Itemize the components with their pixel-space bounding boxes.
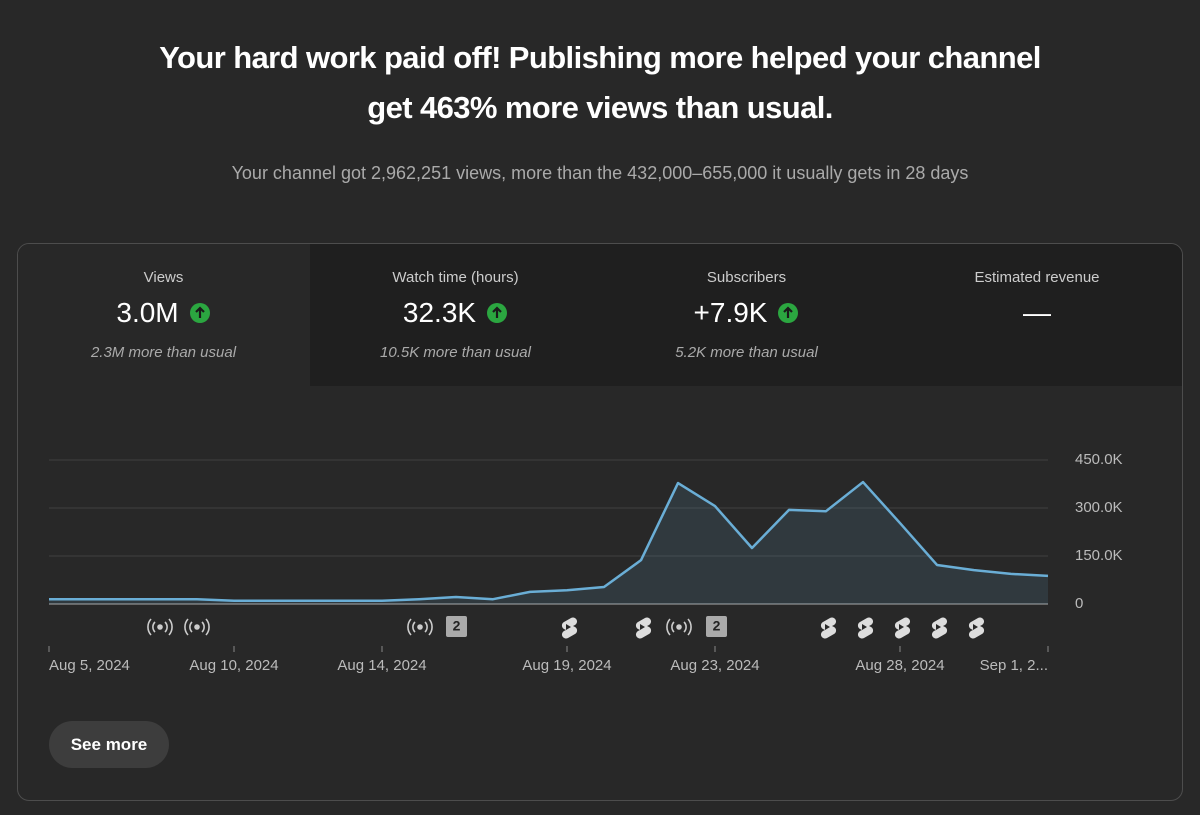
- metric-value-row: 32.3K: [310, 297, 601, 329]
- metric-label: Watch time (hours): [392, 269, 519, 286]
- shorts-play: [825, 624, 830, 630]
- x-tick-label: Aug 5, 2024: [49, 657, 130, 674]
- subtitle: Your channel got 2,962,251 views, more t…: [231, 163, 969, 183]
- shorts-icon: [857, 617, 874, 639]
- up-icon: [189, 303, 210, 323]
- y-tick-label: 0: [1075, 595, 1083, 612]
- shorts-play: [566, 624, 571, 630]
- shorts-icon: [820, 617, 837, 639]
- metric-label: Subscribers: [706, 269, 787, 286]
- shorts-icon: [561, 617, 578, 639]
- shorts-icon: [968, 617, 985, 639]
- x-tick-label: Aug 23, 2024: [670, 657, 759, 674]
- x-tick-label: Aug 19, 2024: [522, 657, 611, 674]
- event-badge: [706, 616, 727, 637]
- metric-value-row: +7.9K: [601, 297, 892, 329]
- analytics-card: Views 3.0M 2.3M more than usual Watch ti…: [17, 243, 1183, 801]
- up-icon: [487, 303, 508, 323]
- metric-tab[interactable]: Watch time (hours) 32.3K 10.5K more than…: [310, 244, 601, 386]
- x-tick-label: Aug 10, 2024: [189, 657, 278, 674]
- y-tick-label: 150.0K: [1075, 547, 1123, 564]
- event-icons: [147, 618, 692, 636]
- y-tick-label: 450.0K: [1075, 451, 1123, 468]
- live-icon: [147, 618, 173, 636]
- metric-label: Estimated revenue: [974, 269, 1100, 286]
- live-icon: [184, 618, 210, 636]
- y-tick-label: 300.0K: [1075, 499, 1123, 516]
- event-badge-text: 2: [713, 618, 721, 634]
- metric-tab[interactable]: Views 3.0M 2.3M more than usual: [18, 244, 309, 386]
- shorts-play: [899, 624, 904, 630]
- metric-value: 32.3K: [402, 297, 477, 328]
- shorts-play: [973, 624, 978, 630]
- metric-value: 3.0M: [116, 297, 179, 328]
- up-icon: [778, 303, 799, 323]
- area: [49, 482, 1048, 604]
- headline: Your hard work paid off! Publishing more…: [159, 40, 1041, 75]
- shorts-play: [640, 624, 645, 630]
- metric-value: —: [1023, 297, 1051, 328]
- metric-label: Views: [143, 269, 184, 286]
- metric-note: 10.5K more than usual: [380, 344, 531, 361]
- line: [49, 480, 1049, 603]
- event-badge: [446, 616, 467, 637]
- metric-value-row: —: [892, 297, 1182, 329]
- live-icon: [666, 618, 692, 636]
- event-badge-text: 2: [453, 618, 461, 634]
- shorts-icons: [561, 617, 985, 639]
- shorts-icon: [894, 617, 911, 639]
- metric-note: 2.3M more than usual: [90, 344, 237, 361]
- metric-tab[interactable]: Subscribers +7.9K 5.2K more than usual: [601, 244, 892, 386]
- shorts-icon: [635, 617, 652, 639]
- metric-tab[interactable]: Estimated revenue —: [892, 244, 1182, 386]
- metric-note: 5.2K more than usual: [675, 344, 818, 361]
- metric-value: +7.9K: [693, 297, 768, 328]
- metric-value-row: 3.0M: [18, 297, 309, 329]
- live-icon: [407, 618, 433, 636]
- x-tick-label: Aug 14, 2024: [337, 657, 426, 674]
- x-tick-label: Sep 1, 2...: [980, 657, 1048, 674]
- shorts-icon: [931, 617, 948, 639]
- headline: get 463% more views than usual.: [367, 90, 833, 125]
- shorts-play: [862, 624, 867, 630]
- see-more-button[interactable]: See more: [49, 721, 169, 768]
- shorts-play: [936, 624, 941, 630]
- x-tick-label: Aug 28, 2024: [855, 657, 944, 674]
